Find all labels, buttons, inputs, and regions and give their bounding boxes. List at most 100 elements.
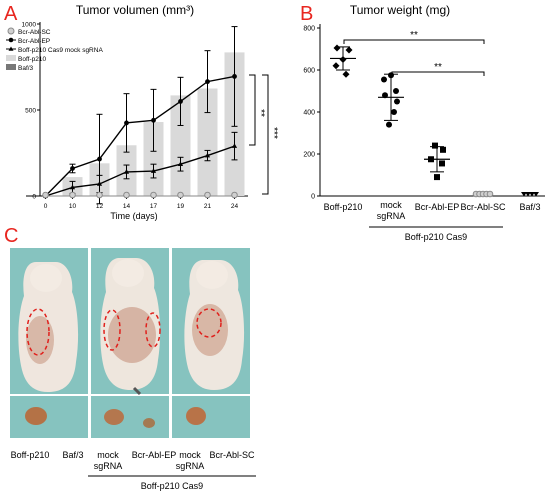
photo-background xyxy=(10,396,88,438)
tumor-photo-2 xyxy=(91,396,169,438)
mouse-shaved-flank xyxy=(192,304,228,356)
chart-a-y-ticks: 0 500 1000 xyxy=(22,22,40,201)
point-triangle xyxy=(231,143,238,148)
panel-b: B Tumor weight (mg) 0 200 400 600 800 Boff-p… xyxy=(300,3,545,242)
tumor-outline xyxy=(103,309,121,351)
y-tick-label: 800 xyxy=(303,26,315,33)
point-open-circle xyxy=(42,191,49,199)
point-circle xyxy=(381,76,387,83)
point-filled-circle xyxy=(232,74,237,79)
y-tick-label: 200 xyxy=(303,152,315,159)
tumor-outline xyxy=(26,308,50,356)
point-triangle xyxy=(204,152,211,158)
legend-triangle-marker xyxy=(8,46,14,51)
y-tick-label: 0 xyxy=(32,194,36,201)
y-tick-label: 400 xyxy=(303,110,315,117)
mouse-photo-3 xyxy=(172,248,250,394)
legend-label: Baf/3 xyxy=(18,65,34,72)
legend-filled-circle-marker xyxy=(8,37,14,43)
chart-b-x-label-boff: Boff-p210 xyxy=(324,202,363,212)
mouse-photo-1 xyxy=(10,248,88,394)
legend-item-mock-sgrna: Boff-p210 Cas9 mock sgRNA xyxy=(6,46,103,54)
point-circle xyxy=(388,72,394,79)
point-open-circle xyxy=(96,191,103,199)
chart-a-legend: Bcr-Abl-SC Bcr-Abl-EP Boff-p210 Cas9 moc… xyxy=(6,27,103,72)
y-tick-label: 0 xyxy=(311,194,315,201)
point-open-circle xyxy=(69,191,76,199)
significance-label: ** xyxy=(410,30,418,41)
excised-tumor xyxy=(186,407,206,425)
point-circle xyxy=(391,109,397,115)
point-triangle-down xyxy=(525,192,531,197)
point-open-circle xyxy=(231,191,238,199)
photo-label: Bcr-Abl-EP xyxy=(132,450,177,460)
panel-letter-b: B xyxy=(300,3,313,25)
x-tick-label: 17 xyxy=(150,203,158,210)
point-open-circle xyxy=(150,191,157,199)
chart-a-x-label: Time (days) xyxy=(110,211,157,221)
legend-item-bcr-abl-sc: Bcr-Abl-SC xyxy=(7,27,51,36)
x-tick-label: 14 xyxy=(123,203,131,210)
x-tick-label: 21 xyxy=(204,203,212,210)
tumor-photo-3 xyxy=(172,396,250,438)
photo-label: mock xyxy=(97,450,119,460)
photo-label: Boff-p210 xyxy=(11,450,50,460)
photo-group-label: Boff-p210 Cas9 xyxy=(141,481,203,491)
series-line xyxy=(45,145,235,197)
point-open-circle xyxy=(123,191,130,199)
photo-label: Bcr-Abl-SC xyxy=(209,450,255,460)
photo-background xyxy=(91,396,169,438)
point-diamond xyxy=(333,44,341,52)
point-triangle xyxy=(96,181,103,186)
panel-c: C xyxy=(4,225,256,491)
point-square xyxy=(440,146,446,153)
point-triangle-down xyxy=(529,192,535,197)
point-filled-circle xyxy=(178,99,183,104)
point-triangle xyxy=(123,169,130,174)
point-triangle xyxy=(177,161,184,166)
point-diamond xyxy=(345,46,353,54)
chart-b-x-label-baf: Baf/3 xyxy=(519,202,540,212)
bar-boff-p210 xyxy=(143,122,164,196)
bar-boff-p210 xyxy=(170,95,191,196)
y-tick-label: 600 xyxy=(303,68,315,75)
significance-bracket-outer xyxy=(262,74,269,195)
chart-b-title: Tumor weight (mg) xyxy=(350,3,450,17)
point-circle xyxy=(393,88,399,94)
legend-label: Bcr-Abl-EP xyxy=(18,38,50,45)
chart-b-x-label-mock: mock xyxy=(380,200,402,210)
x-tick-label: 10 xyxy=(69,203,77,210)
tumor-outline xyxy=(145,312,161,348)
significance-label: *** xyxy=(268,127,279,139)
panel-letter-c: C xyxy=(4,225,18,247)
point-square xyxy=(434,174,440,181)
chart-b-group-label: Boff-p210 Cas9 xyxy=(405,232,467,242)
point-diamond xyxy=(332,62,340,70)
tumor-outline xyxy=(196,308,222,338)
excised-tumor xyxy=(104,409,124,425)
x-tick-label: 0 xyxy=(44,203,48,210)
point-filled-circle xyxy=(205,79,210,85)
point-triangle xyxy=(69,184,76,190)
legend-label: Boff-p210 Cas9 mock sgRNA xyxy=(18,47,103,54)
point-filled-circle xyxy=(124,120,129,126)
point-triangle-down xyxy=(533,192,539,197)
point-open-circle xyxy=(177,191,184,199)
significance-bracket-top xyxy=(343,39,485,44)
photo-label: sgRNA xyxy=(94,461,123,471)
y-tick-label: 1000 xyxy=(22,22,37,29)
chart-a-series xyxy=(42,26,238,205)
x-tick-label: 12 xyxy=(96,203,104,210)
point-circle xyxy=(394,98,400,105)
excised-tumor xyxy=(25,407,47,425)
mouse-head xyxy=(112,259,144,287)
point-square xyxy=(428,156,434,163)
point-filled-circle xyxy=(151,117,156,123)
photo-label: Baf/3 xyxy=(62,450,83,460)
point-filled-circle xyxy=(70,166,75,171)
point-square xyxy=(439,160,445,167)
point-diamond xyxy=(339,56,347,63)
mouse-tail xyxy=(132,386,142,396)
chart-b-x-label-sc: Bcr-Abl-SC xyxy=(460,202,506,212)
